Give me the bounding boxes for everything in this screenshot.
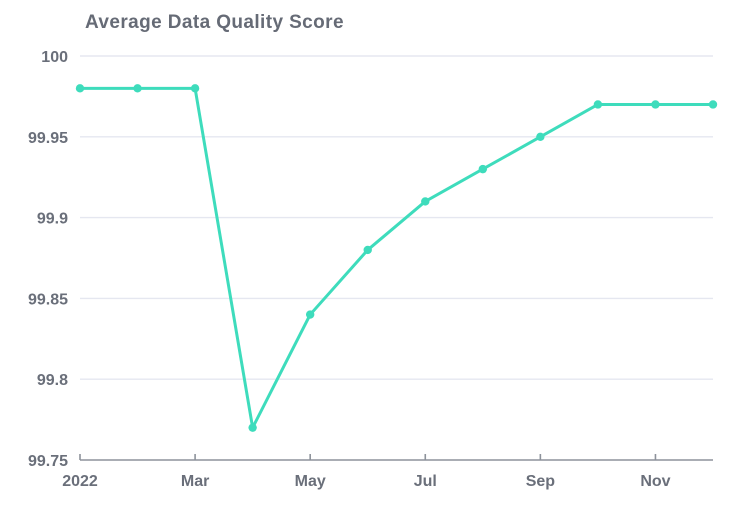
x-tick-label: May [295, 473, 326, 490]
data-point-marker[interactable] [421, 197, 430, 206]
data-point-marker[interactable] [478, 164, 488, 174]
y-tick-label: 99.8 [37, 372, 68, 389]
x-tick-label: Mar [181, 473, 209, 490]
series-line [78, 86, 715, 430]
data-point-marker[interactable] [536, 132, 545, 141]
data-point-marker[interactable] [133, 84, 142, 93]
y-tick-label: 99.75 [28, 453, 68, 470]
x-tick-label: 2022 [62, 473, 98, 490]
y-tick-label: 99.95 [28, 130, 68, 147]
data-point-marker[interactable] [305, 310, 315, 319]
data-point-marker[interactable] [363, 245, 372, 255]
data-point-marker[interactable] [75, 84, 85, 93]
x-tick-label: Sep [526, 473, 556, 490]
data-point-marker[interactable] [248, 423, 257, 432]
data-point-marker[interactable] [593, 100, 603, 109]
y-tick-label: 100 [41, 49, 68, 66]
x-tick-label: Nov [640, 473, 670, 490]
chart-title: Average Data Quality Score [85, 12, 344, 33]
x-tick-label: Jul [414, 473, 437, 490]
data-point-marker[interactable] [190, 84, 200, 93]
x-axis-line [79, 454, 713, 461]
data-point-marker[interactable] [651, 100, 660, 109]
y-tick-label: 99.85 [28, 291, 68, 308]
data-point-marker[interactable] [708, 100, 718, 109]
y-tick-label: 99.9 [37, 211, 68, 228]
